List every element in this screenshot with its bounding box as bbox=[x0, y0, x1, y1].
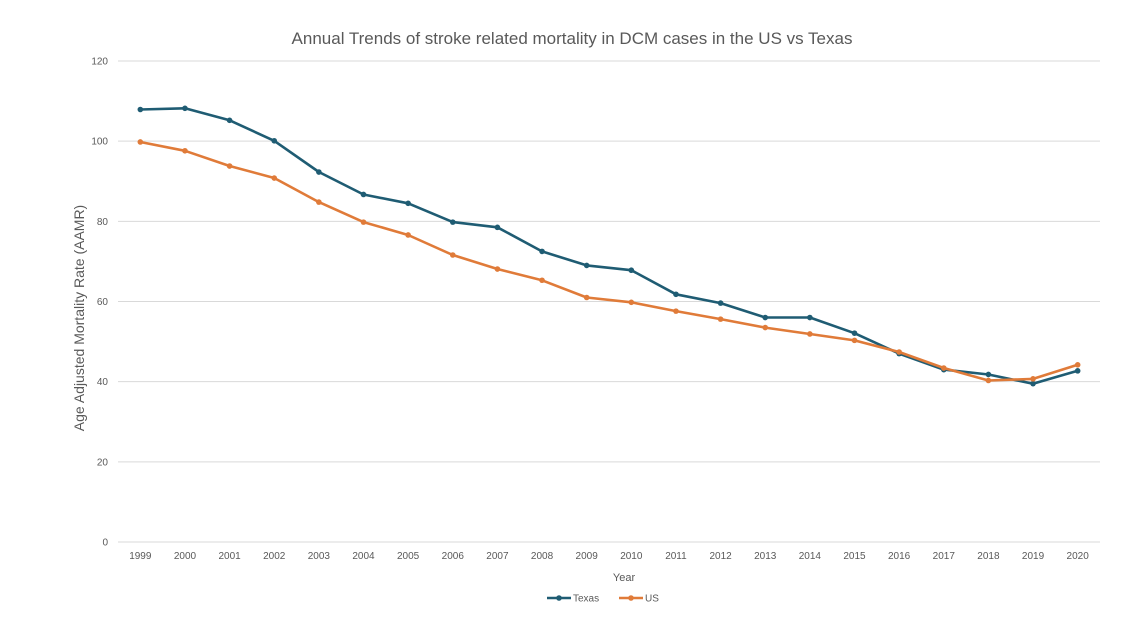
y-tick-label: 0 bbox=[102, 538, 108, 549]
series-group bbox=[137, 105, 1081, 387]
legend-label: US bbox=[645, 594, 659, 605]
y-tick-label: 60 bbox=[97, 297, 109, 308]
series-line-texas bbox=[139, 107, 1079, 386]
data-point-us bbox=[583, 294, 590, 301]
series-us bbox=[137, 139, 1081, 384]
x-tick-label: 2011 bbox=[665, 551, 687, 562]
data-point-texas bbox=[316, 169, 322, 175]
data-point-texas bbox=[271, 137, 278, 144]
x-tick-label: 2000 bbox=[174, 551, 197, 562]
x-tick-label: 2015 bbox=[843, 551, 866, 562]
data-point-texas bbox=[807, 314, 813, 321]
legend-swatch-marker bbox=[556, 595, 562, 601]
x-tick-label: 2002 bbox=[263, 551, 286, 562]
data-point-us bbox=[896, 349, 902, 355]
x-axis-title: Year bbox=[613, 572, 636, 584]
series-line-us bbox=[139, 140, 1079, 382]
data-point-texas bbox=[851, 330, 858, 336]
legend-swatch-marker bbox=[628, 595, 634, 601]
x-tick-label: 2006 bbox=[442, 551, 465, 562]
data-point-texas bbox=[628, 267, 635, 274]
y-tick-label: 100 bbox=[91, 137, 108, 148]
data-point-texas bbox=[137, 106, 144, 113]
y-axis-ticks: 0 20 40 60 80 100 120 bbox=[91, 57, 108, 549]
x-tick-label: 2017 bbox=[933, 551, 956, 562]
data-point-us bbox=[226, 163, 233, 169]
data-point-us bbox=[851, 337, 858, 344]
x-tick-label: 2014 bbox=[799, 551, 822, 562]
data-point-us bbox=[940, 365, 947, 371]
data-point-texas bbox=[182, 105, 188, 112]
data-point-us bbox=[449, 252, 456, 258]
data-point-us bbox=[762, 324, 769, 331]
legend: Texas US bbox=[547, 594, 659, 605]
data-point-us bbox=[271, 175, 278, 181]
data-point-texas bbox=[539, 248, 545, 255]
x-tick-label: 2012 bbox=[709, 551, 732, 562]
y-tick-label: 20 bbox=[97, 457, 109, 468]
y-tick-label: 80 bbox=[97, 217, 109, 228]
x-tick-label: 2008 bbox=[531, 551, 554, 562]
data-point-texas bbox=[583, 262, 590, 269]
data-point-texas bbox=[226, 117, 233, 124]
y-tick-label: 120 bbox=[91, 57, 108, 68]
legend-item-us: US bbox=[619, 594, 659, 605]
data-point-us bbox=[628, 299, 635, 306]
data-point-texas bbox=[405, 200, 411, 207]
data-point-us bbox=[494, 266, 501, 272]
x-tick-label: 2007 bbox=[486, 551, 509, 562]
data-point-us bbox=[807, 331, 813, 337]
data-point-texas bbox=[360, 191, 367, 198]
data-point-us bbox=[673, 308, 679, 314]
data-point-us bbox=[182, 147, 188, 154]
legend-item-texas: Texas bbox=[547, 594, 599, 605]
data-point-us bbox=[405, 232, 411, 238]
gridlines bbox=[118, 60, 1100, 543]
data-point-us bbox=[1074, 362, 1081, 368]
data-point-us bbox=[985, 377, 992, 384]
data-point-texas bbox=[673, 291, 679, 298]
x-axis-ticks: 1999 2000 2001 2002 2003 2004 2005 2006 2007 2008… bbox=[129, 551, 1089, 562]
data-point-us bbox=[717, 316, 724, 322]
x-tick-label: 2018 bbox=[977, 551, 1000, 562]
x-tick-label: 2005 bbox=[397, 551, 420, 562]
x-tick-label: 2016 bbox=[888, 551, 911, 562]
data-point-us bbox=[539, 277, 545, 284]
chart-title: Annual Trends of stroke related mortalit… bbox=[292, 29, 853, 48]
data-point-texas bbox=[494, 224, 501, 231]
y-tick-label: 40 bbox=[97, 377, 109, 388]
data-point-us bbox=[137, 139, 144, 145]
x-tick-label: 2001 bbox=[218, 551, 241, 562]
data-point-texas bbox=[449, 219, 456, 225]
y-axis-title: Age Adjusted Mortality Rate (AAMR) bbox=[71, 205, 87, 431]
data-point-texas bbox=[1030, 380, 1036, 387]
data-point-texas bbox=[717, 300, 724, 306]
x-tick-label: 2020 bbox=[1067, 551, 1090, 562]
data-point-us bbox=[1030, 376, 1036, 382]
series-texas bbox=[137, 105, 1081, 387]
data-point-texas bbox=[762, 314, 769, 321]
x-tick-label: 2010 bbox=[620, 551, 643, 562]
x-tick-label: 1999 bbox=[129, 551, 152, 562]
legend-label: Texas bbox=[573, 594, 599, 605]
x-tick-label: 2013 bbox=[754, 551, 777, 562]
data-point-us bbox=[360, 219, 367, 225]
data-point-texas bbox=[985, 371, 992, 378]
x-tick-label: 2003 bbox=[308, 551, 331, 562]
x-tick-label: 2019 bbox=[1022, 551, 1045, 562]
data-point-texas bbox=[1074, 368, 1081, 374]
x-tick-label: 2009 bbox=[576, 551, 599, 562]
data-point-us bbox=[316, 199, 322, 205]
x-tick-label: 2004 bbox=[352, 551, 375, 562]
